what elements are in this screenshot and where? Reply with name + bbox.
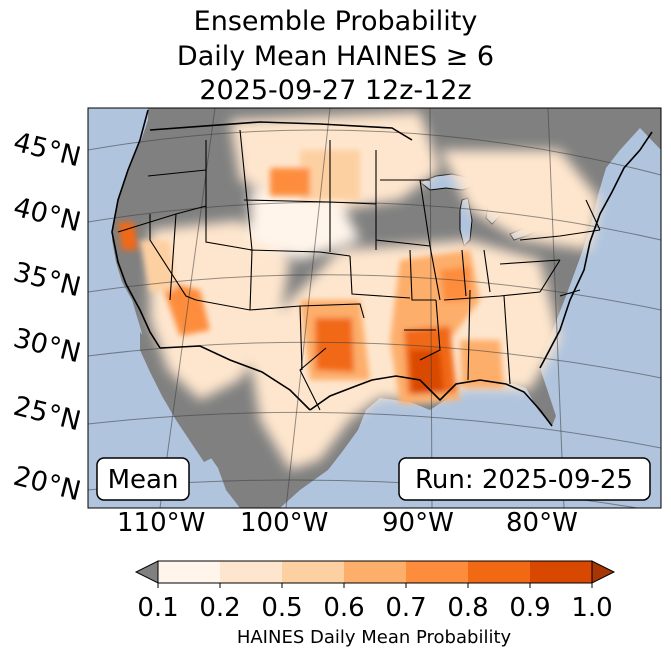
state-borders bbox=[117, 129, 601, 411]
longitude-labels: 110°W 100°W 90°W 80°W bbox=[117, 508, 578, 538]
colorbar-tick-labels: 0.1 0.2 0.5 0.6 0.7 0.8 0.9 1.0 bbox=[137, 593, 612, 623]
colorbar-tick-label: 0.2 bbox=[199, 593, 240, 623]
colorbar-segment bbox=[344, 561, 406, 583]
probability-field-core bbox=[118, 150, 504, 404]
colorbar-segment bbox=[158, 561, 220, 583]
colorbar-outline bbox=[157, 560, 593, 584]
colorbar-tick-label: 0.1 bbox=[137, 593, 178, 623]
lat-label-20: 20°N bbox=[10, 461, 84, 508]
colorbar-segment bbox=[530, 561, 592, 583]
run-box: Run: 2025-09-25 bbox=[398, 457, 651, 501]
mean-box: Mean bbox=[96, 457, 190, 501]
colorbar-segment bbox=[220, 561, 282, 583]
colorbar-tick-label: 1.0 bbox=[571, 593, 612, 623]
colorbar-segment bbox=[282, 561, 344, 583]
colorbar-tick-label: 0.8 bbox=[447, 593, 488, 623]
title-line-1: Ensemble Probability bbox=[193, 6, 478, 37]
baja-peninsula bbox=[140, 332, 212, 462]
colorbar-tick-label: 0.7 bbox=[385, 593, 426, 623]
title-line-2: Daily Mean HAINES ≥ 6 bbox=[176, 41, 495, 72]
colorbar-label: HAINES Daily Mean Probability bbox=[237, 627, 512, 648]
colorbar-under-extend bbox=[134, 560, 159, 584]
lat-label-25: 25°N bbox=[10, 391, 84, 438]
lat-label-35: 35°N bbox=[10, 257, 84, 304]
lon-label-110: 110°W bbox=[117, 508, 205, 538]
lat-label-30: 30°N bbox=[10, 323, 84, 370]
latitude-labels: 45°N 40°N 35°N 30°N 25°N 20°N bbox=[10, 127, 84, 508]
mean-label: Mean bbox=[108, 465, 179, 495]
map-panel bbox=[88, 108, 661, 508]
coastlines bbox=[111, 109, 653, 427]
colorbar-tick-label: 0.9 bbox=[509, 593, 550, 623]
lat-label-45: 45°N bbox=[10, 127, 84, 174]
colorbar bbox=[134, 560, 616, 588]
colorbar-segment bbox=[406, 561, 468, 583]
lon-label-90: 90°W bbox=[382, 508, 454, 538]
run-label: Run: 2025-09-25 bbox=[415, 465, 633, 495]
colorbar-tick-label: 0.5 bbox=[261, 593, 302, 623]
colorbar-tick-label: 0.6 bbox=[323, 593, 364, 623]
lon-label-80: 80°W bbox=[506, 508, 578, 538]
colorbar-over-extend bbox=[591, 560, 616, 584]
lat-label-40: 40°N bbox=[10, 192, 84, 239]
colorbar-segment bbox=[468, 561, 530, 583]
title-line-3: 2025-09-27 12z-12z bbox=[199, 75, 472, 106]
lon-label-100: 100°W bbox=[240, 508, 328, 538]
map-frame bbox=[87, 107, 662, 509]
